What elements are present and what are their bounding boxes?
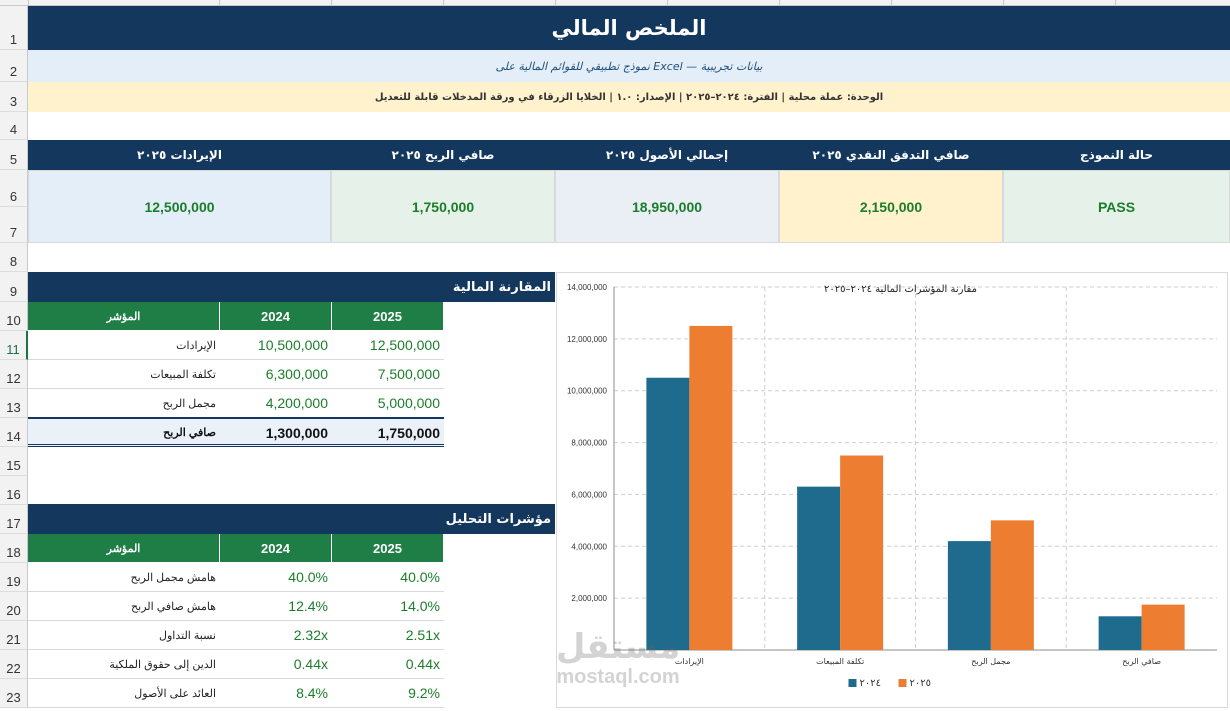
row-header[interactable]: 3	[0, 82, 28, 112]
comparison-col-2024[interactable]: 2024	[220, 302, 332, 330]
table-row-label[interactable]: مجمل الربح	[28, 389, 220, 418]
x-tick-label: مجمل الربح	[971, 657, 1010, 666]
row-header[interactable]: 19	[0, 563, 28, 592]
comparison-chart[interactable]: 2,000,000 4,000,000 6,000,000 8,000,000 10,0…	[556, 272, 1228, 708]
column-header-bar	[0, 0, 1230, 6]
table-row-label[interactable]: العائد على الأصول	[28, 679, 220, 708]
table-row-label[interactable]: هامش مجمل الربح	[28, 563, 220, 592]
row-header[interactable]: 5	[0, 140, 28, 170]
x-tick-label: صافي الربح	[1122, 657, 1161, 666]
table-cell-2025[interactable]: 40.0%	[332, 563, 444, 592]
row-header[interactable]: 2	[0, 50, 28, 82]
row-header[interactable]: 11	[0, 331, 28, 360]
row-header[interactable]: 13	[0, 389, 28, 418]
row-header[interactable]: 14	[0, 418, 28, 447]
y-tick-label: 14,000,000	[567, 283, 608, 292]
table-cell-2024[interactable]: 10,500,000	[220, 331, 332, 360]
table-cell-2025[interactable]: 0.44x	[332, 650, 444, 679]
table-cell-2025[interactable]: 2.51x	[332, 621, 444, 650]
y-tick-label: 6,000,000	[571, 490, 607, 499]
row-header[interactable]: 8	[0, 243, 28, 272]
total-row-label[interactable]: صافي الربح	[163, 427, 216, 439]
comparison-col-2025[interactable]: 2025	[332, 302, 444, 330]
bar-0	[797, 486, 841, 650]
kpi-label-net-cash-flow: صافي التدفق النقدي ٢٠٢٥	[779, 140, 1003, 170]
table-row-label[interactable]: الدين إلى حقوق الملكية	[28, 650, 220, 679]
row-header[interactable]: 20	[0, 592, 28, 621]
table-cell-2024[interactable]: 2.32x	[220, 621, 332, 650]
chart-svg: 2,000,000 4,000,000 6,000,000 8,000,000 10,0…	[567, 283, 1217, 689]
subtitle-banner: نموذج تطبيقي للقوائم المالية على Excel —…	[28, 50, 1230, 82]
table-cell-2025[interactable]: 14.0%	[332, 592, 444, 621]
row-header[interactable]: 7	[0, 207, 28, 243]
kpi-label-total-assets: إجمالي الأصول ٢٠٢٥	[555, 140, 779, 170]
row-header[interactable]: 15	[0, 447, 28, 476]
table-row-label[interactable]: تكلفة المبيعات	[28, 360, 220, 389]
kpi-value-model-status[interactable]: PASS	[1003, 170, 1230, 243]
section-header-analysis: مؤشرات التحليل	[28, 504, 555, 534]
row-header[interactable]: 9	[0, 272, 28, 302]
analysis-col-indicator[interactable]: المؤشر	[28, 534, 220, 562]
table-cell-2025[interactable]: 7,500,000	[332, 360, 444, 389]
y-tick-label: 10,000,000	[567, 387, 608, 396]
bar-0	[646, 377, 690, 650]
legend-label: ٢٠٢٥	[910, 678, 931, 689]
table-cell-2025[interactable]: 12,500,000	[332, 331, 444, 360]
table-cell-2024[interactable]: 4,200,000	[220, 389, 332, 418]
kpi-value-net-profit[interactable]: 1,750,000	[331, 170, 555, 243]
section-header-comparison: المقارنة المالية	[28, 272, 555, 302]
table-cell-2024[interactable]: 8.4%	[220, 679, 332, 708]
table-cell-2024[interactable]: 6,300,000	[220, 360, 332, 389]
table-cell-2024[interactable]: 40.0%	[220, 563, 332, 592]
row-header[interactable]: 1	[0, 6, 28, 50]
table-cell-2024[interactable]: 12.4%	[220, 592, 332, 621]
y-tick-label: 4,000,000	[571, 542, 607, 551]
row-header[interactable]: 22	[0, 650, 28, 679]
comparison-col-indicator[interactable]: المؤشر	[28, 302, 220, 330]
total-cell-2025[interactable]: 1,750,000	[377, 424, 440, 441]
total-row	[28, 417, 444, 447]
bar-1	[990, 520, 1034, 650]
kpi-value-revenue[interactable]: 12,500,000	[28, 170, 331, 243]
legend-label: ٢٠٢٤	[860, 678, 881, 689]
row-header[interactable]: 10	[0, 302, 28, 331]
kpi-label-net-profit: صافي الربح ٢٠٢٥	[331, 140, 555, 170]
bar-0	[1098, 616, 1142, 650]
row-header[interactable]: 23	[0, 679, 28, 708]
analysis-col-2024[interactable]: 2024	[220, 534, 332, 562]
bar-1	[1141, 604, 1185, 650]
total-cell-2024[interactable]: 1,300,000	[265, 424, 328, 441]
row-header[interactable]: 17	[0, 505, 28, 534]
kpi-label-model-status: حالة النموذج	[1003, 140, 1230, 170]
table-row-label[interactable]: نسبة التداول	[28, 621, 220, 650]
kpi-value-net-cash-flow[interactable]: 2,150,000	[779, 170, 1003, 243]
table-cell-2025[interactable]: 9.2%	[332, 679, 444, 708]
table-row-label[interactable]: هامش صافي الربح	[28, 592, 220, 621]
legend-swatch	[848, 679, 857, 687]
table-cell-2025[interactable]: 5,000,000	[332, 389, 444, 418]
row-header[interactable]: 16	[0, 476, 28, 505]
table-cell-2024[interactable]: 0.44x	[220, 650, 332, 679]
analysis-col-2025[interactable]: 2025	[332, 534, 444, 562]
row-header[interactable]: 12	[0, 360, 28, 389]
bar-1	[840, 455, 884, 650]
row-header[interactable]: 6	[0, 170, 28, 207]
page-title: الملخص المالي	[28, 6, 1230, 50]
y-tick-label: 12,000,000	[567, 335, 608, 344]
info-banner: الوحدة: عملة محلية | الفترة: ٢٠٢٤–٢٠٢٥ |…	[28, 82, 1230, 112]
row-header[interactable]: 21	[0, 621, 28, 650]
legend-swatch	[898, 679, 907, 687]
y-tick-label: 8,000,000	[571, 439, 607, 448]
kpi-value-total-assets[interactable]: 18,950,000	[555, 170, 779, 243]
kpi-label-revenue: الإيرادات ٢٠٢٥	[28, 140, 331, 170]
y-tick-label: 2,000,000	[571, 594, 607, 603]
x-tick-label: الإيرادات	[675, 657, 704, 667]
x-tick-label: تكلفة المبيعات	[816, 657, 864, 666]
row-header[interactable]: 4	[0, 112, 28, 140]
bar-1	[689, 325, 733, 650]
row-header[interactable]: 18	[0, 534, 28, 563]
bar-0	[947, 541, 991, 650]
table-row-label[interactable]: الإيرادات	[28, 331, 220, 360]
chart-title: مقارنة المؤشرات المالية ٢٠٢٤–٢٠٢٥	[824, 284, 977, 295]
